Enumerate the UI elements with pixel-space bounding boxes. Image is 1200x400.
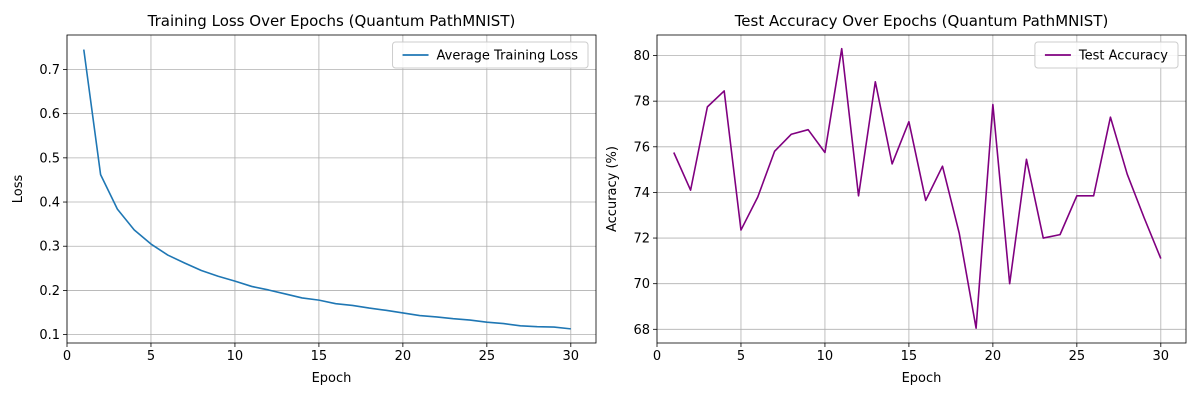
y-tick-label: 0.1 xyxy=(39,328,60,343)
series-line-1 xyxy=(82,49,571,330)
y-tick-label: 70 xyxy=(633,277,650,292)
x-tick-label: 15 xyxy=(901,349,918,364)
y-tick-label: 80 xyxy=(633,49,650,64)
x-tick-label: 5 xyxy=(147,349,155,364)
chart-1: 0 5 10 15 20 25 30 0.1 0.2 0.3 0.4 0.5 0.6 0.7 Trainin… xyxy=(11,12,597,386)
y-tick-label: 0.2 xyxy=(39,284,60,299)
series-line-1 xyxy=(673,47,1162,329)
legend: Test Accuracy xyxy=(1034,41,1179,69)
chart-title: Training Loss Over Epochs (Quantum PathM… xyxy=(147,12,516,30)
plot-frame xyxy=(66,34,597,344)
x-tick-label: 0 xyxy=(63,349,71,364)
x-tick-label: 10 xyxy=(817,349,834,364)
x-tick-label: 30 xyxy=(563,349,580,364)
y-tick-label: 74 xyxy=(633,186,650,201)
y-tick-label: 76 xyxy=(633,140,650,155)
x-tick-label: 0 xyxy=(653,349,661,364)
x-tick-label: 5 xyxy=(737,349,745,364)
y-tick-label: 78 xyxy=(633,95,650,110)
x-tick-label: 20 xyxy=(395,349,412,364)
x-tick-label: 30 xyxy=(1153,349,1170,364)
y-tick-label: 68 xyxy=(633,323,650,338)
x-tick-label: 25 xyxy=(479,349,496,364)
x-axis-label: Epoch xyxy=(902,371,942,386)
y-tick-label: 0.7 xyxy=(39,63,60,78)
legend: Average Training Loss xyxy=(392,41,589,69)
legend-box xyxy=(1034,41,1179,69)
x-axis-label: Epoch xyxy=(312,371,352,386)
y-axis-label: Accuracy (%) xyxy=(605,146,620,232)
y-tick-label: 72 xyxy=(633,232,650,247)
y-tick-label: 0.3 xyxy=(39,240,60,255)
y-tick-label: 0.6 xyxy=(39,107,60,122)
y-axis-label: Loss xyxy=(11,175,26,204)
x-tick-label: 25 xyxy=(1069,349,1086,364)
x-tick-label: 15 xyxy=(311,349,328,364)
chart-title: Test Accuracy Over Epochs (Quantum PathM… xyxy=(734,12,1109,30)
x-tick-label: 20 xyxy=(985,349,1002,364)
x-tick-label: 10 xyxy=(227,349,244,364)
y-tick-label: 0.4 xyxy=(39,196,60,211)
chart-2: 0 5 10 15 20 25 30 68 70 72 74 76 78 80 Test Accuracy … xyxy=(605,12,1187,386)
legend-label: Average Training Loss xyxy=(437,49,579,64)
legend-label: Test Accuracy xyxy=(1078,49,1168,64)
plot-frame xyxy=(656,34,1187,344)
y-tick-label: 0.5 xyxy=(39,151,60,166)
legend-box xyxy=(392,41,589,69)
